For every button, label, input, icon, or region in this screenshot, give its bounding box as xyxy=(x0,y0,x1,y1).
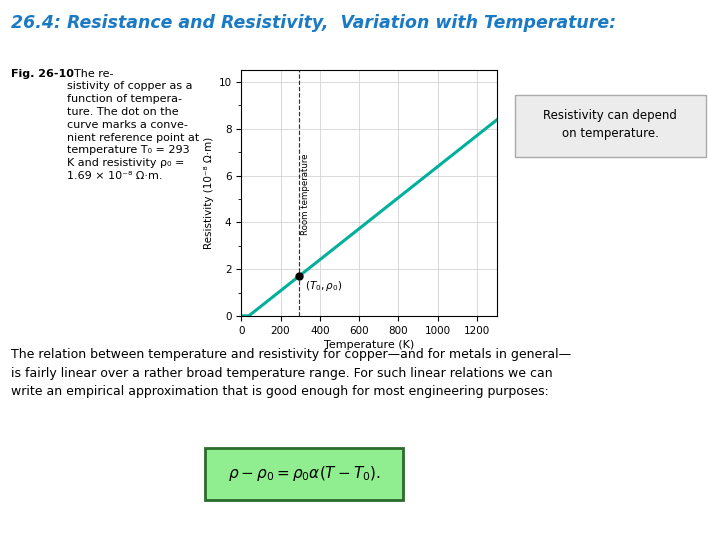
Y-axis label: Resistivity (10⁻⁸ Ω·m): Resistivity (10⁻⁸ Ω·m) xyxy=(204,137,214,249)
Text: Resistivity can depend
on temperature.: Resistivity can depend on temperature. xyxy=(544,109,677,140)
Text: $(T_0, \rho_0)$: $(T_0, \rho_0)$ xyxy=(305,279,342,293)
Text: 26.4: Resistance and Resistivity,  Variation with Temperature:: 26.4: Resistance and Resistivity, Variat… xyxy=(11,14,616,31)
X-axis label: Temperature (K): Temperature (K) xyxy=(324,340,414,350)
Text: $\rho - \rho_0 = \rho_0\alpha(T - T_0).$: $\rho - \rho_0 = \rho_0\alpha(T - T_0).$ xyxy=(228,464,381,483)
Text: Room temperature: Room temperature xyxy=(301,153,310,235)
FancyBboxPatch shape xyxy=(205,448,403,500)
FancyBboxPatch shape xyxy=(515,94,706,157)
Text: Fig. 26-10: Fig. 26-10 xyxy=(11,69,73,79)
Text: The re-
sistivity of copper as a
function of tempera-
ture. The dot on the
curve: The re- sistivity of copper as a functio… xyxy=(67,69,199,181)
Text: The relation between temperature and resistivity for copper—and for metals in ge: The relation between temperature and res… xyxy=(11,348,571,399)
